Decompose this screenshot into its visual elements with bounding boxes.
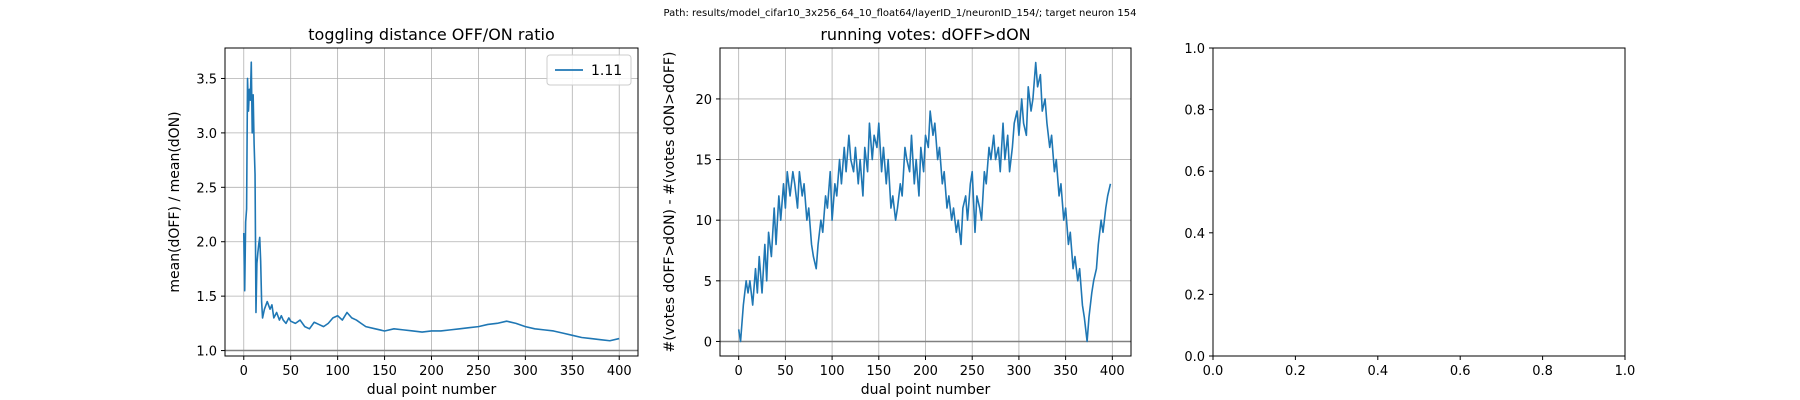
x-tick-label: 0.0 xyxy=(1203,364,1224,379)
x-tick-label: 100 xyxy=(325,364,350,379)
y-tick-label: 0.4 xyxy=(1184,227,1205,242)
x-tick-label: 200 xyxy=(419,364,444,379)
y-tick-label: 3.0 xyxy=(196,127,217,142)
x-tick-label: 400 xyxy=(607,364,632,379)
y-tick-label: 1.0 xyxy=(1184,42,1205,57)
y-tick-label: 10 xyxy=(695,214,712,229)
y-tick-label: 0 xyxy=(704,335,712,350)
x-tick-label: 0.6 xyxy=(1450,364,1471,379)
y-axis-label: #(votes dOFF>dON) - #(votes dON>dOFF) xyxy=(662,52,678,353)
y-tick-label: 0.8 xyxy=(1184,104,1205,119)
x-tick-label: 300 xyxy=(1006,364,1031,379)
y-tick-label: 5 xyxy=(704,275,712,290)
x-axis-label: dual point number xyxy=(367,382,497,398)
x-tick-label: 250 xyxy=(960,364,985,379)
x-tick-label: 0.4 xyxy=(1367,364,1388,379)
y-tick-label: 2.5 xyxy=(196,181,217,196)
y-tick-label: 15 xyxy=(695,154,712,169)
x-tick-label: 100 xyxy=(820,364,845,379)
x-axis-label: dual point number xyxy=(861,382,991,398)
x-tick-label: 0 xyxy=(240,364,248,379)
chart-panel-1: 0 50 100 150 200 250 300 350 400 1.0 1.5 2.0 2.5 3.0 3… xyxy=(167,25,639,398)
y-tick-label: 2.0 xyxy=(196,236,217,251)
x-tick-label: 350 xyxy=(560,364,585,379)
legend-box xyxy=(546,54,632,86)
x-tick-label: 0.8 xyxy=(1532,364,1553,379)
y-tick-label: 0.2 xyxy=(1184,288,1205,303)
y-tick-label: 0.0 xyxy=(1184,350,1205,365)
y-tick-label: 20 xyxy=(695,93,712,108)
x-tick-label: 400 xyxy=(1100,364,1125,379)
y-tick-label: 1.0 xyxy=(196,345,217,360)
x-tick-label: 50 xyxy=(282,364,299,379)
x-tick-label: 150 xyxy=(866,364,891,379)
x-tick-label: 50 xyxy=(777,364,794,379)
x-tick-label: 300 xyxy=(513,364,538,379)
y-tick-label: 3.5 xyxy=(196,72,217,87)
x-tick-label: 200 xyxy=(913,364,938,379)
axes-frame xyxy=(1212,47,1626,357)
x-tick-label: 350 xyxy=(1053,364,1078,379)
x-tick-label: 0.2 xyxy=(1285,364,1306,379)
series-line-1 xyxy=(242,61,620,342)
x-tick-label: 1.0 xyxy=(1615,364,1636,379)
legend-label: 1.11 xyxy=(591,63,622,79)
y-axis-label: mean(dOFF) / mean(dON) xyxy=(167,111,183,292)
figure-suptitle: Path: results/model_cifar10_3x256_64_10_… xyxy=(664,8,1137,19)
y-tick-label: 0.6 xyxy=(1184,165,1205,180)
x-tick-label: 250 xyxy=(466,364,491,379)
chart-title: running votes: dOFF>dON xyxy=(820,25,1030,44)
y-tick-label: 1.5 xyxy=(196,290,217,305)
legend: 1.11 xyxy=(546,54,632,86)
x-tick-label: 0 xyxy=(735,364,743,379)
chart-panel-3: 0.0 0.2 0.4 0.6 0.8 1.0 0.0 0.2 0.4 0.6 0.8 1.0 xyxy=(1184,42,1635,379)
series-line-1 xyxy=(737,61,1112,343)
x-tick-label: 150 xyxy=(372,364,397,379)
chart-title: toggling distance OFF/ON ratio xyxy=(308,25,554,44)
chart-panel-2: 0 50 100 150 200 250 300 350 400 0 5 10 15 20 running … xyxy=(662,25,1132,398)
